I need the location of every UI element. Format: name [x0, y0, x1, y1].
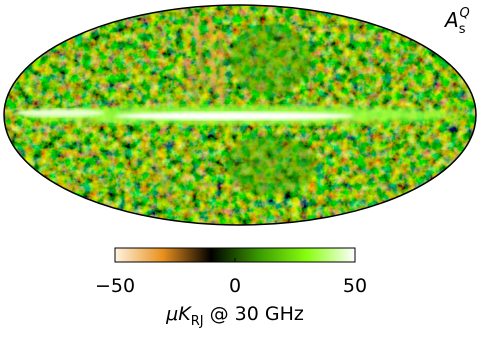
sky-map [4, 5, 476, 225]
colorbar-label: μKRJ @ 30 GHz [165, 303, 304, 329]
map-outline [3, 4, 477, 226]
map-label: AsQ [443, 6, 470, 37]
tick-label: 50 [343, 275, 367, 297]
tick-label: −50 [95, 275, 135, 297]
tick-label: 0 [229, 275, 241, 297]
